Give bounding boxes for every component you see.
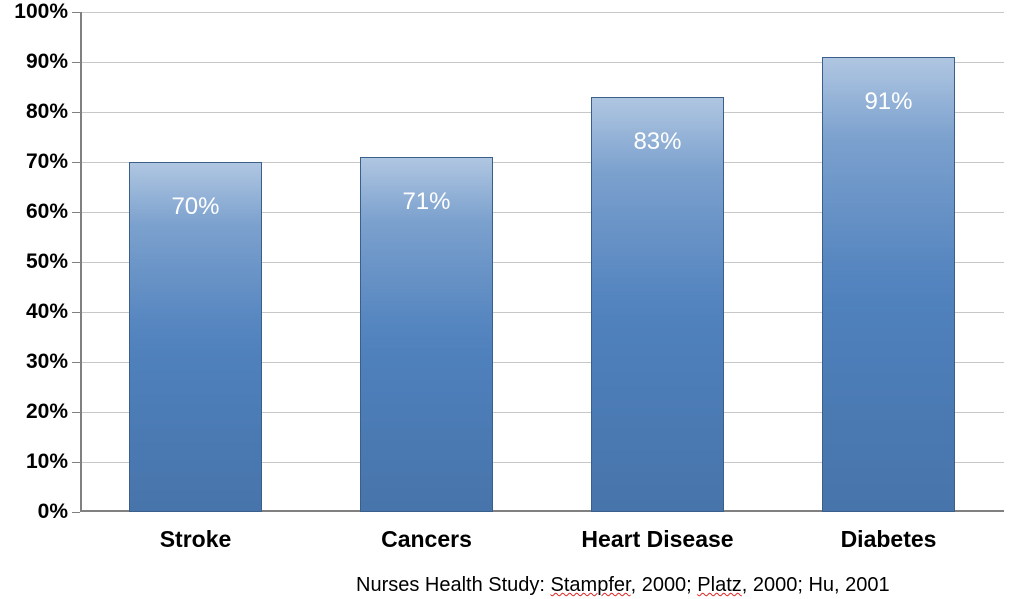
- y-axis-line: [80, 12, 82, 512]
- y-tick-label: 100%: [14, 0, 68, 24]
- y-tick-mark: [72, 312, 80, 313]
- bar-value-label: 91%: [864, 88, 912, 116]
- y-tick-mark: [72, 512, 80, 513]
- caption-prefix: Nurses Health Study:: [356, 574, 551, 596]
- y-tick-mark: [72, 162, 80, 163]
- x-category-label: Diabetes: [841, 526, 937, 553]
- bar: 70%: [129, 162, 263, 512]
- y-tick-label: 80%: [26, 100, 68, 124]
- caption-segment: Stampfer: [551, 574, 631, 596]
- bar-value-label: 71%: [402, 188, 450, 216]
- y-tick-mark: [72, 62, 80, 63]
- y-tick-mark: [72, 112, 80, 113]
- bar-value-label: 70%: [171, 193, 219, 221]
- grid-line: [80, 12, 1004, 13]
- y-tick-label: 10%: [26, 450, 68, 474]
- y-tick-label: 60%: [26, 200, 68, 224]
- plot-area: 0%10%20%30%40%50%60%70%80%90%100%70%Stro…: [80, 12, 1004, 512]
- caption-segment: Platz: [697, 574, 741, 596]
- x-category-label: Cancers: [381, 526, 472, 553]
- y-tick-mark: [72, 412, 80, 413]
- bar-value-label: 83%: [633, 128, 681, 156]
- y-tick-label: 70%: [26, 150, 68, 174]
- chart-container: 0% 10% 20% 30% 40% 50% 60% 70% 80% 90% 100% 70% Stro…: [0, 0, 1024, 599]
- y-tick-label: 20%: [26, 400, 68, 424]
- bar: 71%: [360, 157, 494, 512]
- source-caption: Nurses Health Study: Stampfer, 2000; Pla…: [356, 574, 890, 597]
- y-tick-label: 50%: [26, 250, 68, 274]
- caption-segment: , 2000;: [631, 574, 698, 596]
- y-tick-label: 90%: [26, 50, 68, 74]
- y-tick-mark: [72, 462, 80, 463]
- y-tick-label: 30%: [26, 350, 68, 374]
- y-tick-mark: [72, 262, 80, 263]
- y-tick-label: 40%: [26, 300, 68, 324]
- caption-segment: , 2000; Hu, 2001: [742, 574, 890, 596]
- x-category-label: Heart Disease: [581, 526, 733, 553]
- y-tick-mark: [72, 362, 80, 363]
- x-category-label: Stroke: [160, 526, 232, 553]
- bar: 83%: [591, 97, 725, 512]
- y-tick-mark: [72, 212, 80, 213]
- y-tick-mark: [72, 12, 80, 13]
- bar: 91%: [822, 57, 956, 512]
- y-tick-label: 0%: [38, 500, 68, 524]
